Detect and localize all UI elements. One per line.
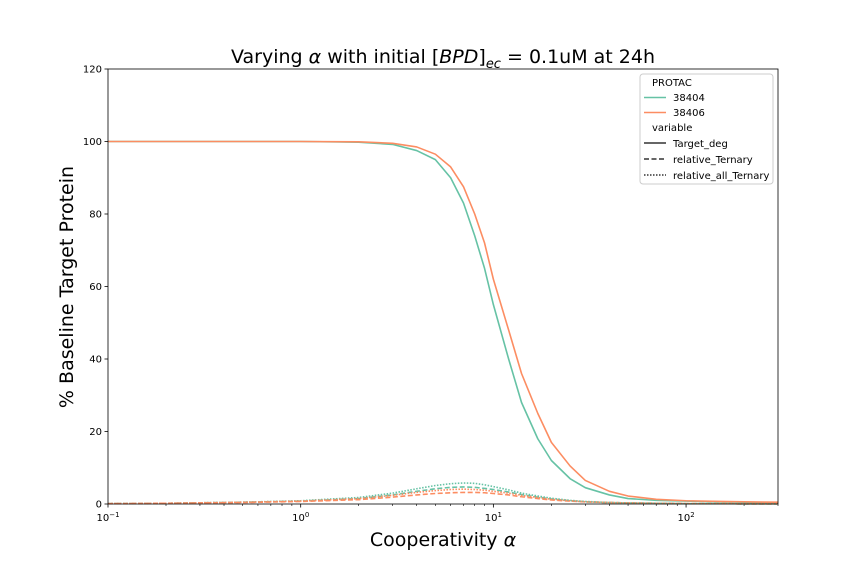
x-axis-label: Cooperativity α	[370, 529, 517, 551]
series-line-38406-target-deg	[108, 140, 779, 503]
legend-label-relative-ternary: relative_Ternary	[673, 155, 753, 166]
plot-frame	[107, 68, 779, 505]
x-tick-label: 102	[677, 511, 694, 524]
y-tick-label: 20	[89, 427, 102, 438]
y-tick-label: 100	[83, 137, 102, 148]
legend-style-title: variable	[652, 123, 692, 134]
y-tick-label: 60	[89, 282, 102, 293]
y-tick-label: 0	[96, 500, 102, 511]
y-axis-label: % Baseline Target Protein	[56, 166, 78, 408]
legend-label-target-deg: Target_deg	[672, 139, 728, 150]
x-tick-label: 100	[292, 511, 309, 524]
data-lines	[107, 140, 779, 505]
legend-label-relative-all-ternary: relative_all_Ternary	[673, 171, 769, 182]
legend: PROTAC 38404 38406 variable Target_deg r…	[639, 73, 774, 185]
legend-label-38406: 38406	[673, 108, 705, 119]
y-tick-label: 80	[89, 210, 102, 221]
series-line-38404-relative-all-ternary	[107, 482, 778, 505]
axis-ticks: 0 20 40 60 80 100 120 10−1 100 101 102	[83, 65, 779, 524]
legend-hue-title: PROTAC	[652, 78, 692, 89]
x-tick-label: 101	[485, 511, 502, 524]
y-tick-label: 40	[89, 355, 102, 366]
series-line-38406-relative-all-ternary	[107, 488, 778, 505]
chart-title: Varying α with initial [BPD]ec = 0.1uM a…	[231, 46, 655, 72]
legend-box	[639, 73, 774, 185]
y-tick-label: 120	[83, 65, 102, 76]
series-line-38404-target-deg	[108, 140, 779, 504]
legend-label-38404: 38404	[673, 93, 705, 104]
x-tick-label: 10−1	[96, 511, 119, 524]
series-line-38406-relative-ternary	[107, 491, 778, 505]
